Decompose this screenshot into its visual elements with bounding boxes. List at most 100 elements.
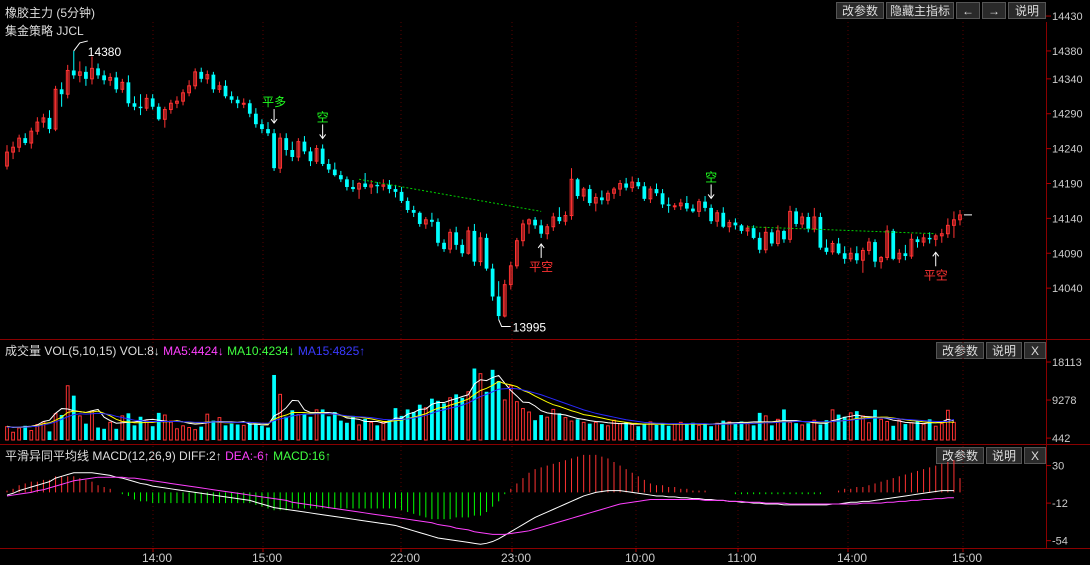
- candle-body: [217, 85, 222, 90]
- volume-bar: [648, 421, 653, 441]
- volume-bar: [727, 421, 732, 441]
- volume-bar: [65, 385, 70, 441]
- volume-bar: [423, 407, 428, 441]
- volume-label: 成交量 VOL(5,10,15): [5, 344, 117, 358]
- candle-body: [958, 214, 962, 221]
- volume-bar: [788, 421, 792, 441]
- candle-body: [296, 141, 301, 158]
- volume-bar: [733, 423, 738, 440]
- candle-body: [903, 253, 908, 257]
- volume-bar: [672, 423, 677, 441]
- volume-bar: [521, 408, 525, 441]
- volume-bar: [915, 421, 920, 440]
- volume-bar: [812, 419, 817, 441]
- volume-bar: [709, 426, 714, 440]
- volume-bar: [272, 374, 276, 440]
- next-arrow-button[interactable]: →: [982, 2, 1006, 19]
- volume-bar: [654, 424, 659, 440]
- volume-bar: [854, 411, 859, 440]
- macd-change-params-button[interactable]: 改参数: [936, 447, 984, 464]
- volume-bar: [569, 420, 574, 441]
- volume-bar: [593, 421, 598, 441]
- volume-bar: [253, 424, 258, 440]
- candle-body: [11, 146, 15, 153]
- candle-body: [854, 253, 859, 261]
- volume-bar: [47, 431, 52, 440]
- candle-body: [332, 169, 337, 176]
- candle-body: [782, 230, 786, 240]
- candle-body: [454, 232, 459, 245]
- candle-body: [223, 85, 228, 97]
- candle-body: [162, 109, 167, 120]
- candle-body: [77, 71, 82, 76]
- volume-bar: [903, 424, 908, 440]
- volume-bar: [223, 425, 228, 440]
- candle-body: [709, 207, 714, 222]
- candle-body: [490, 268, 495, 297]
- candle-body: [96, 68, 100, 76]
- volume-bar: [763, 415, 768, 441]
- candle-body: [393, 189, 398, 192]
- macd-close-button[interactable]: X: [1024, 447, 1046, 464]
- volume-bar: [691, 422, 695, 440]
- volume-bar: [90, 410, 94, 441]
- candle-body: [132, 103, 137, 107]
- candle-body: [599, 197, 604, 201]
- volume-bar: [430, 398, 434, 440]
- volume-bar: [769, 425, 774, 440]
- candle-body: [527, 219, 531, 225]
- volume-bar: [357, 424, 361, 441]
- candle-body: [260, 124, 264, 130]
- time-tick-label: 15:00: [252, 551, 282, 565]
- main-chart-header: 橡胶主力 (5分钟) 改参数 隐藏主指标 ← → 说明: [0, 0, 1090, 22]
- volume-bar: [169, 420, 173, 441]
- volume-bar: [824, 420, 829, 440]
- volume-bar: [933, 425, 938, 441]
- candle-body: [472, 230, 477, 262]
- candle-body: [314, 148, 319, 162]
- candle-body: [757, 237, 762, 250]
- candle-body: [211, 74, 216, 90]
- candle-body: [684, 203, 689, 209]
- candle-body: [193, 71, 198, 87]
- candle-body: [169, 102, 173, 111]
- candle-body: [691, 208, 695, 212]
- volume-bar: [102, 428, 107, 440]
- candle-body: [824, 247, 829, 252]
- candle-body: [575, 179, 580, 197]
- signal-arrowhead: [319, 134, 327, 140]
- help-button[interactable]: 说明: [1008, 2, 1046, 19]
- candle-body: [897, 252, 902, 260]
- hide-main-indicator-button[interactable]: 隐藏主指标: [886, 2, 954, 19]
- time-tick-label: 14:00: [142, 551, 172, 565]
- price-tick-label: 14430: [1052, 11, 1083, 23]
- candle-body: [448, 231, 452, 250]
- volume-bar: [308, 416, 313, 440]
- candle-body: [836, 243, 841, 254]
- candle-body: [181, 92, 185, 102]
- volume-bar: [927, 419, 932, 440]
- volume-help-button[interactable]: 说明: [986, 342, 1022, 359]
- macd-help-button[interactable]: 说明: [986, 447, 1022, 464]
- signal-label: 空: [705, 170, 717, 184]
- candle-body: [545, 226, 550, 235]
- candle-body: [351, 186, 355, 190]
- change-params-button[interactable]: 改参数: [836, 2, 884, 19]
- candle-body: [515, 240, 519, 267]
- signal-label: 平空: [924, 268, 948, 282]
- volume-tick-label: 18113: [1052, 357, 1082, 369]
- candle-body: [308, 151, 313, 162]
- candle-body: [648, 188, 653, 200]
- candle-body: [727, 222, 732, 228]
- volume-bar: [162, 414, 167, 441]
- prev-arrow-button[interactable]: ←: [956, 2, 980, 19]
- candle-body: [612, 188, 616, 194]
- candle-body: [187, 85, 191, 94]
- candle-body: [23, 138, 28, 144]
- volume-close-button[interactable]: X: [1024, 342, 1046, 359]
- volume-change-params-button[interactable]: 改参数: [936, 342, 984, 359]
- candle-body: [776, 230, 780, 244]
- volume-bar: [296, 414, 301, 441]
- macd-tick-label: -54: [1052, 536, 1068, 548]
